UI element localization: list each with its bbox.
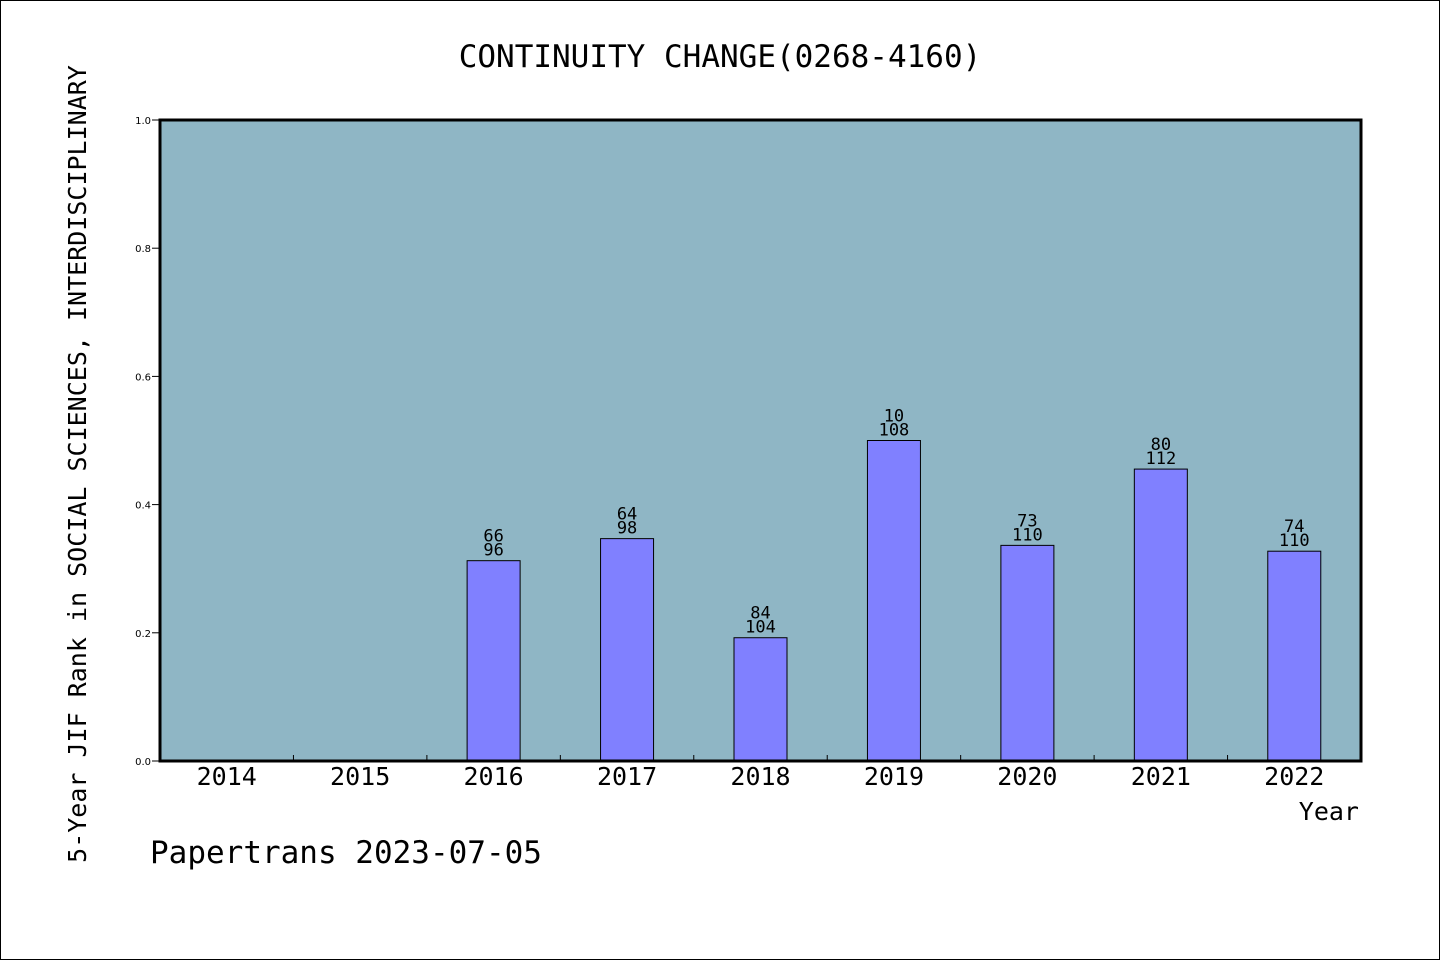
x-axis-label: Year (1299, 797, 1359, 826)
total-label-2017: 98 (617, 519, 637, 539)
bar-2017 (600, 538, 655, 762)
bar-2022 (1267, 550, 1322, 762)
x-tick-label-2018: 2018 (730, 762, 790, 791)
bar-group (466, 440, 1322, 762)
x-tick-label-2021: 2021 (1131, 762, 1191, 791)
bar-2019 (866, 440, 921, 762)
x-axis-ticks: 2014 2015 2016 2017 2018 2019 2020 2021 2022 (197, 755, 1324, 791)
y-tick-label: 0.8 (135, 244, 151, 255)
x-tick-label-2022: 2022 (1264, 762, 1324, 791)
bar-2020 (1000, 544, 1055, 762)
rank-label-2017: 64 (617, 505, 637, 525)
x-tick-label-2014: 2014 (197, 762, 257, 791)
total-label-2020: 110 (1012, 525, 1043, 545)
footer-watermark: Papertrans 2023-07-05 (150, 835, 542, 871)
total-label-2021: 112 (1145, 449, 1176, 469)
y-tick-label: 0.6 (135, 372, 151, 383)
total-label-2019: 108 (879, 421, 910, 441)
bar-2021 (1133, 468, 1188, 762)
rank-label-2018: 84 (750, 604, 770, 624)
total-label-2018: 104 (745, 618, 776, 638)
bar-2016 (466, 560, 521, 762)
y-axis-label: 5-Year JIF Rank in SOCIAL SCIENCES, INTE… (63, 65, 92, 863)
rank-label-2019: 10 (884, 407, 904, 427)
y-axis-ticks: 0.0 0.2 0.4 0.6 0.8 1.0 (135, 116, 160, 768)
rank-label-2022: 74 (1284, 517, 1304, 537)
x-tick-label-2016: 2016 (464, 762, 524, 791)
bar-2018 (733, 637, 788, 762)
total-label-2016: 96 (483, 541, 503, 561)
plot-border (158, 118, 1363, 763)
y-tick-label: 0.2 (135, 629, 151, 640)
rank-label-2020: 73 (1017, 511, 1037, 531)
rank-label-2016: 66 (483, 527, 503, 547)
x-tick-label-2020: 2020 (997, 762, 1057, 791)
y-tick-label: 0.4 (135, 501, 151, 512)
chart-title: CONTINUITY CHANGE(0268-4160) (459, 39, 982, 75)
y-tick-label: 1.0 (135, 116, 151, 127)
total-label-2022: 110 (1279, 531, 1310, 551)
x-tick-label-2017: 2017 (597, 762, 657, 791)
rank-label-2021: 80 (1151, 435, 1171, 455)
x-tick-label-2015: 2015 (330, 762, 390, 791)
y-tick-label: 0.0 (135, 757, 151, 768)
x-tick-label-2019: 2019 (864, 762, 924, 791)
